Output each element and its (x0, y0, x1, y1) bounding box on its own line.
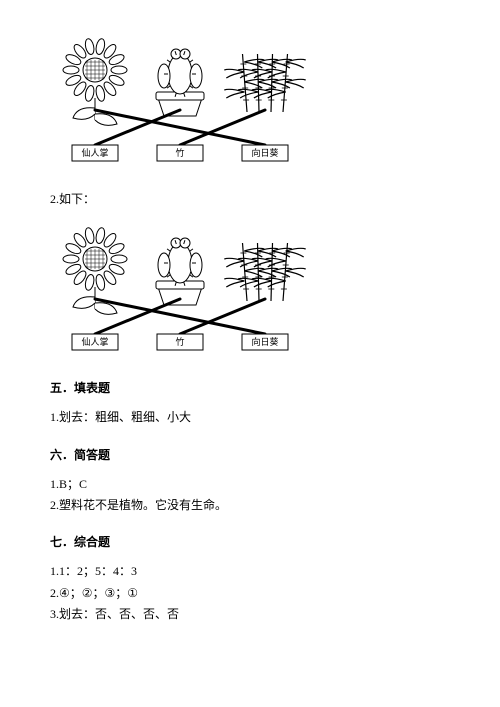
section-7-answer-1: 1.1：2；5：4：3 (50, 562, 450, 581)
section-5-answer-1: 1.划去：粗细、粗细、小大 (50, 408, 450, 427)
section-7-answer-3: 3.划去：否、否、否、否 (50, 605, 450, 624)
q2-prefix: 2.如下： (50, 190, 450, 209)
section-7-answer-2: 2.④；②；③；① (50, 584, 450, 603)
worksheet-page: 仙人掌竹向日葵 2.如下： 仙人掌竹向日葵 五．填表题 1.划去：粗细、粗细、小… (0, 0, 500, 646)
svg-text:向日葵: 向日葵 (251, 147, 278, 158)
section-6-title: 六．简答题 (50, 446, 450, 465)
section-5-title: 五．填表题 (50, 379, 450, 398)
matching-figure-2: 仙人掌 竹 向日葵 (50, 219, 450, 359)
section-7-title: 七．综合题 (50, 533, 450, 552)
svg-text:仙人掌: 仙人掌 (81, 147, 108, 158)
section-6-answer-1: 1.B；C (50, 475, 450, 494)
section-6-answer-2: 2.塑料花不是植物。它没有生命。 (50, 496, 450, 515)
svg-text:竹: 竹 (175, 336, 184, 347)
svg-text:向日葵: 向日葵 (251, 336, 278, 347)
matching-figure-1: 仙人掌 竹 向日葵 (50, 30, 450, 170)
svg-text:仙人掌: 仙人掌 (81, 336, 108, 347)
svg-text:竹: 竹 (175, 147, 184, 158)
